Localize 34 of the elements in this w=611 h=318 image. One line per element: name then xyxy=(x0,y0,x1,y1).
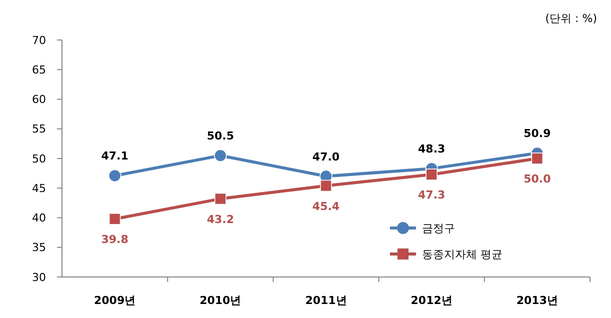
point xyxy=(426,168,438,180)
y-tick-label: 45 xyxy=(32,182,46,195)
point xyxy=(108,169,122,182)
x-tick-label: 2009년 xyxy=(94,294,136,307)
legend-label: 동종지자체 평균 xyxy=(422,248,502,261)
y-tick-label: 70 xyxy=(32,34,46,47)
y-tick-label: 30 xyxy=(32,270,46,284)
y-tick-label: 65 xyxy=(32,63,46,76)
point xyxy=(531,152,544,164)
data-label: 50.0 xyxy=(524,172,552,186)
data-label: 50.9 xyxy=(524,127,551,140)
y-tick-label: 60 xyxy=(32,93,46,106)
x-tick-label: 2010년 xyxy=(200,294,242,307)
point xyxy=(214,192,226,205)
text: (단위 : %) xyxy=(545,12,597,25)
data-label: 47.3 xyxy=(418,188,446,202)
data-label: 45.4 xyxy=(312,200,340,213)
y-tick-label: 35 xyxy=(32,241,46,254)
point xyxy=(214,149,227,162)
data-label: 43.2 xyxy=(206,212,234,226)
y-tick-label: 40 xyxy=(32,212,46,225)
x-tick-label: 2013년 xyxy=(516,294,558,307)
x-tick-label: 2011년 xyxy=(305,294,347,307)
x-tick-label: 2012년 xyxy=(410,294,452,307)
y-tick-label: 50 xyxy=(32,152,46,166)
data-label: 50.5 xyxy=(206,130,234,143)
point xyxy=(108,213,121,225)
data-label: 47.1 xyxy=(101,150,128,163)
data-label: 47.0 xyxy=(312,150,340,164)
data-label: 39.8 xyxy=(101,232,128,246)
data-label: 48.3 xyxy=(418,142,446,156)
legend-label: 금정구 xyxy=(422,222,455,235)
point xyxy=(320,180,332,192)
y-tick-label: 55 xyxy=(32,122,46,136)
